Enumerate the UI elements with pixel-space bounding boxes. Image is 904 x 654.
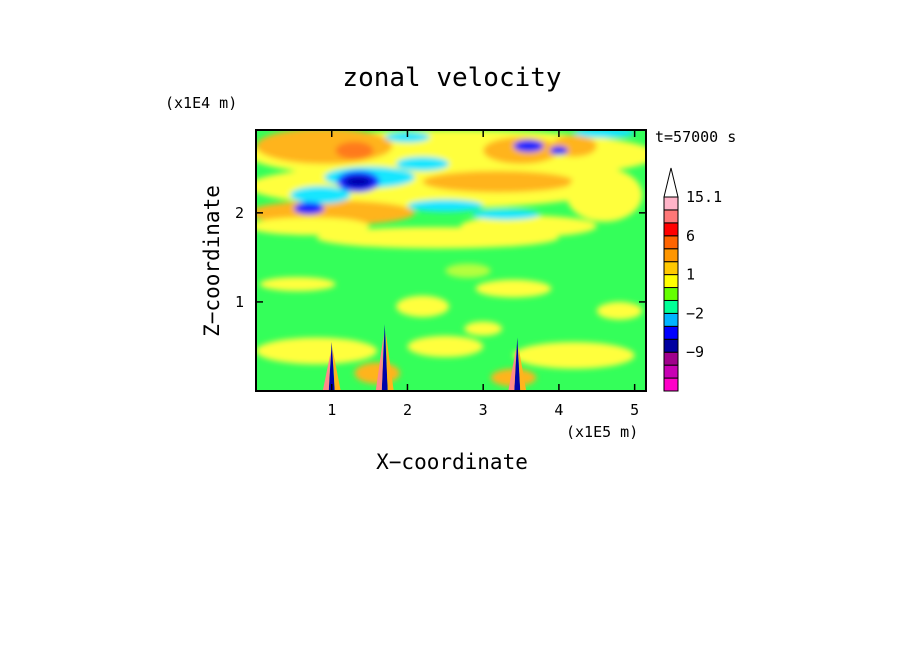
contour-region [464, 321, 503, 336]
contour-region [256, 337, 378, 365]
x-tick-label: 1 [327, 401, 336, 419]
x-tick-label: 2 [403, 401, 412, 419]
contour-region [256, 217, 370, 236]
colorbar-swatch [663, 261, 679, 276]
contour-region [384, 131, 431, 143]
contour-region [574, 130, 635, 139]
contour-region [549, 146, 568, 155]
contour-region [475, 279, 552, 298]
contour-region [460, 215, 597, 237]
colorbar-swatch [663, 196, 679, 211]
contour-region [290, 186, 351, 204]
wave-feature [381, 324, 388, 391]
x-unit-label: (x1E5 m) [566, 423, 638, 441]
colorbar-label: 6 [686, 227, 695, 245]
colorbar-label: 1 [686, 266, 695, 284]
contour-region [354, 362, 400, 384]
colorbar-swatch [663, 209, 679, 224]
colorbar-swatch [663, 248, 679, 263]
colorbar-swatch [663, 364, 679, 379]
colorbar: 15.1 6 1 −2 −9 [663, 167, 722, 392]
contour-region [471, 209, 540, 220]
colorbar-swatch [663, 312, 679, 327]
wave-feature [508, 347, 517, 391]
colorbar-swatch [663, 351, 679, 366]
contour-region [259, 276, 336, 292]
y-tick-label: 2 [235, 204, 244, 222]
y-unit-label: (x1E4 m) [165, 94, 237, 112]
contour-region [422, 170, 575, 193]
wave-feature [375, 334, 384, 391]
y-tick-label: 1 [235, 293, 244, 311]
wave-feature [385, 332, 394, 391]
contour-region [407, 199, 484, 212]
contour-region [396, 156, 450, 171]
contour-region [335, 141, 374, 160]
colorbar-label: −2 [686, 304, 704, 322]
colorbar-swatch [663, 325, 679, 340]
colorbar-swatch [663, 377, 679, 392]
wave-feature [514, 337, 521, 391]
contour-region [513, 342, 635, 369]
colorbar-label: 15.1 [686, 188, 722, 206]
time-label: t=57000 s [655, 128, 736, 146]
colorbar-label: −9 [686, 343, 704, 361]
x-tick-label: 4 [554, 401, 563, 419]
contour-field [256, 130, 646, 391]
wave-feature [328, 342, 335, 391]
wave-feature [322, 352, 331, 391]
contour-region [293, 202, 325, 215]
x-axis-label: X−coordinate [376, 450, 528, 474]
contour-region [344, 176, 372, 188]
colorbar-swatch [663, 299, 679, 314]
colorbar-swatch [663, 274, 679, 289]
colorbar-swatch [663, 338, 679, 353]
colorbar-swatch [663, 287, 679, 301]
contour-region [445, 263, 491, 278]
contour-region [513, 139, 544, 153]
wave-feature [332, 350, 341, 391]
y-axis-label: Z−coordinate [200, 185, 224, 337]
contour-region [566, 168, 643, 222]
wave-feature [518, 345, 527, 391]
chart-title: zonal velocity [342, 63, 561, 93]
colorbar-swatch [663, 235, 679, 250]
colorbar-max-arrow [663, 167, 679, 198]
contour-region [256, 130, 393, 164]
colorbar-swatch [663, 222, 679, 237]
contour-region [596, 301, 643, 320]
x-tick-label: 5 [630, 401, 639, 419]
contour-region [396, 295, 450, 318]
plot-frame [255, 129, 647, 392]
x-tick-label: 3 [479, 401, 488, 419]
contour-region [407, 335, 484, 358]
